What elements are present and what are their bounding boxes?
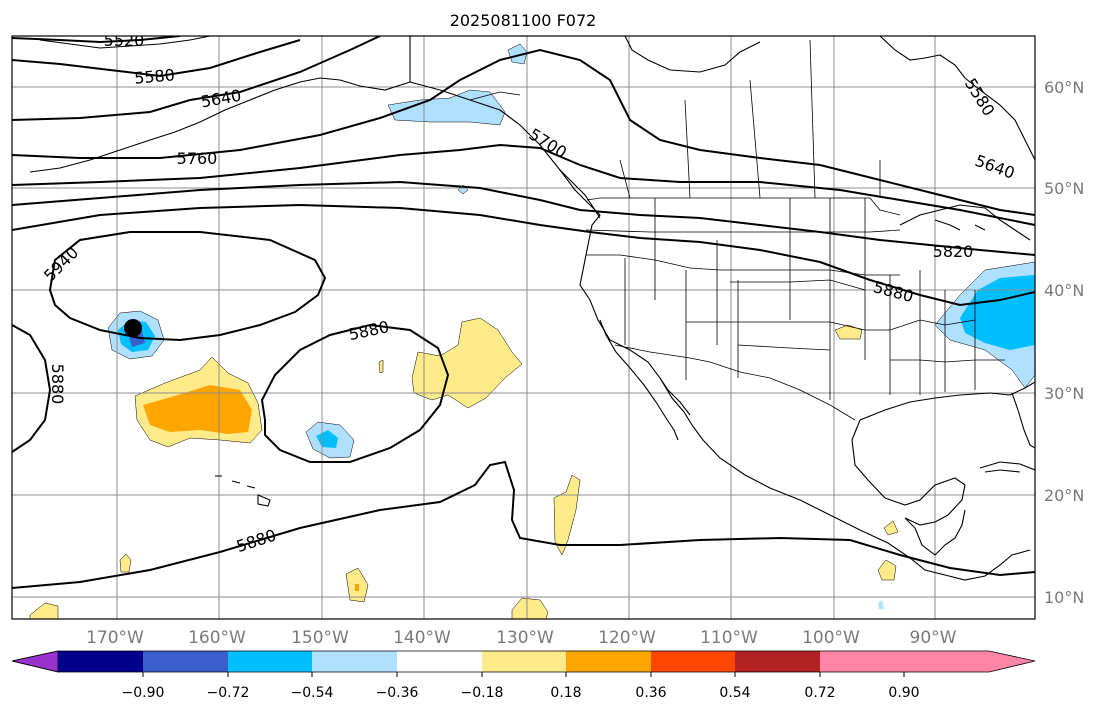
colorbar-extend-left <box>11 650 59 673</box>
contour-5820 <box>12 180 1035 256</box>
anomaly-orange-dot <box>355 584 359 591</box>
colorbar-segment <box>312 651 397 672</box>
colorbar-tick-label: −0.72 <box>207 685 250 701</box>
contour-5760 <box>12 48 1035 216</box>
coast-baja <box>599 319 691 441</box>
contour-5880-south <box>12 460 1035 589</box>
anomaly-yellow-small-a <box>378 359 384 374</box>
contour-5700 <box>12 143 1035 226</box>
colorbar-tick-label: −0.18 <box>461 685 504 701</box>
coast-hawaii <box>215 475 271 507</box>
contour-5640-west <box>12 36 381 121</box>
colorbar-segment <box>566 651 651 672</box>
gridlines <box>12 36 1035 619</box>
anomaly-light-blue-small-north <box>507 43 528 65</box>
border-us-mexico <box>614 344 856 421</box>
colorbar-tick-label: −0.54 <box>291 685 334 701</box>
contour-5580-west <box>12 39 301 78</box>
contour-5880-north <box>12 203 1035 307</box>
lat-label: 50°N <box>1044 179 1084 198</box>
anomaly-yellow-bottom2 <box>511 597 549 619</box>
contour-5940 <box>48 231 327 342</box>
contour-label: 5880 <box>48 364 67 405</box>
colorbar-segment <box>143 651 228 672</box>
colorbar-segment <box>651 651 735 672</box>
lon-label: 150°W <box>291 628 349 648</box>
colorbar-ticks <box>142 672 905 677</box>
lon-label: 90°W <box>910 628 957 648</box>
colorbar-tick-label: 0.72 <box>804 685 835 701</box>
contour-label: 5520 <box>104 31 145 50</box>
anomaly-blue-east <box>960 275 1035 350</box>
anomaly-yellow-se2 <box>877 559 897 581</box>
lon-label: 160°W <box>188 628 246 648</box>
coast-hudson <box>624 36 1035 161</box>
lon-label: 140°W <box>393 628 451 648</box>
longitude-labels: 170°W 160°W 150°W 140°W 130°W 120°W 110°… <box>86 628 957 648</box>
colorbar-segment <box>735 651 820 672</box>
contour-label: 5820 <box>933 242 974 261</box>
coastlines <box>29 36 1035 581</box>
contour-5880-low <box>260 323 450 463</box>
contour-label: 5580 <box>133 65 175 87</box>
coast-vancouver-island <box>559 169 601 219</box>
anomaly-yellow-se1 <box>883 520 899 536</box>
anomaly-yellow-sw1 <box>119 553 132 573</box>
map-area: 5520 5580 5640 5760 5700 5580 5640 5820 … <box>12 31 1035 619</box>
lon-label: 130°W <box>496 628 554 648</box>
contour-label: 5760 <box>177 149 218 168</box>
colorbar-segment <box>58 651 143 672</box>
colorbar-segment <box>397 651 482 672</box>
colorbar-segment <box>228 651 312 672</box>
border-us-states-grid <box>586 198 1005 400</box>
colorbar-tick-label: 0.36 <box>635 685 666 701</box>
lat-label: 20°N <box>1044 486 1084 505</box>
border-alaska-canada <box>409 36 521 101</box>
lon-label: 170°W <box>86 628 144 648</box>
anomaly-light-blue-tiny <box>878 600 884 609</box>
height-contours <box>12 36 1035 589</box>
map-frame <box>11 35 1036 620</box>
anomaly-yellow-bottom1 <box>29 602 59 619</box>
coast-alaska-peninsula <box>29 77 411 173</box>
coast-yucatan <box>904 509 966 556</box>
colorbar-extend-right <box>904 651 1035 672</box>
colorbar-segment <box>820 651 904 672</box>
colorbar: −0.90 −0.72 −0.54 −0.36 −0.18 0.18 0.36 … <box>11 650 1036 701</box>
contour-5520 <box>12 36 181 44</box>
colorbar-tick-label: 0.90 <box>888 685 919 701</box>
colorbar-tick-label: −0.36 <box>376 685 419 701</box>
contour-5880-west-edge <box>12 324 52 453</box>
colorbar-tick-label: 0.18 <box>550 685 581 701</box>
latitude-labels: 60°N 50°N 40°N 30°N 20°N 10°N <box>1044 78 1084 607</box>
storm-center-marker <box>124 319 142 337</box>
colorbar-tick-label: −0.90 <box>122 685 165 701</box>
lat-label: 60°N <box>1044 78 1084 97</box>
coast-great-lakes <box>899 204 1031 241</box>
lon-label: 120°W <box>598 628 656 648</box>
coast-florida <box>1011 392 1035 449</box>
lon-label: 100°W <box>802 628 860 648</box>
anomaly-orange-hawaii <box>143 385 252 434</box>
colorbar-outline <box>11 650 1036 673</box>
lat-label: 40°N <box>1044 281 1084 300</box>
map-title: 2025081100 F072 <box>450 11 597 30</box>
coast-alaska-north <box>39 36 211 49</box>
coast-cuba <box>979 461 1035 473</box>
anomaly-yellow-east-pacific <box>411 317 523 409</box>
lat-label: 30°N <box>1044 384 1084 403</box>
lon-label: 110°W <box>700 628 758 648</box>
colorbar-segment <box>482 651 566 672</box>
lat-label: 10°N <box>1044 588 1084 607</box>
colorbar-tick-label: 0.54 <box>719 685 750 701</box>
coast-gulf-mexico <box>851 381 1035 526</box>
